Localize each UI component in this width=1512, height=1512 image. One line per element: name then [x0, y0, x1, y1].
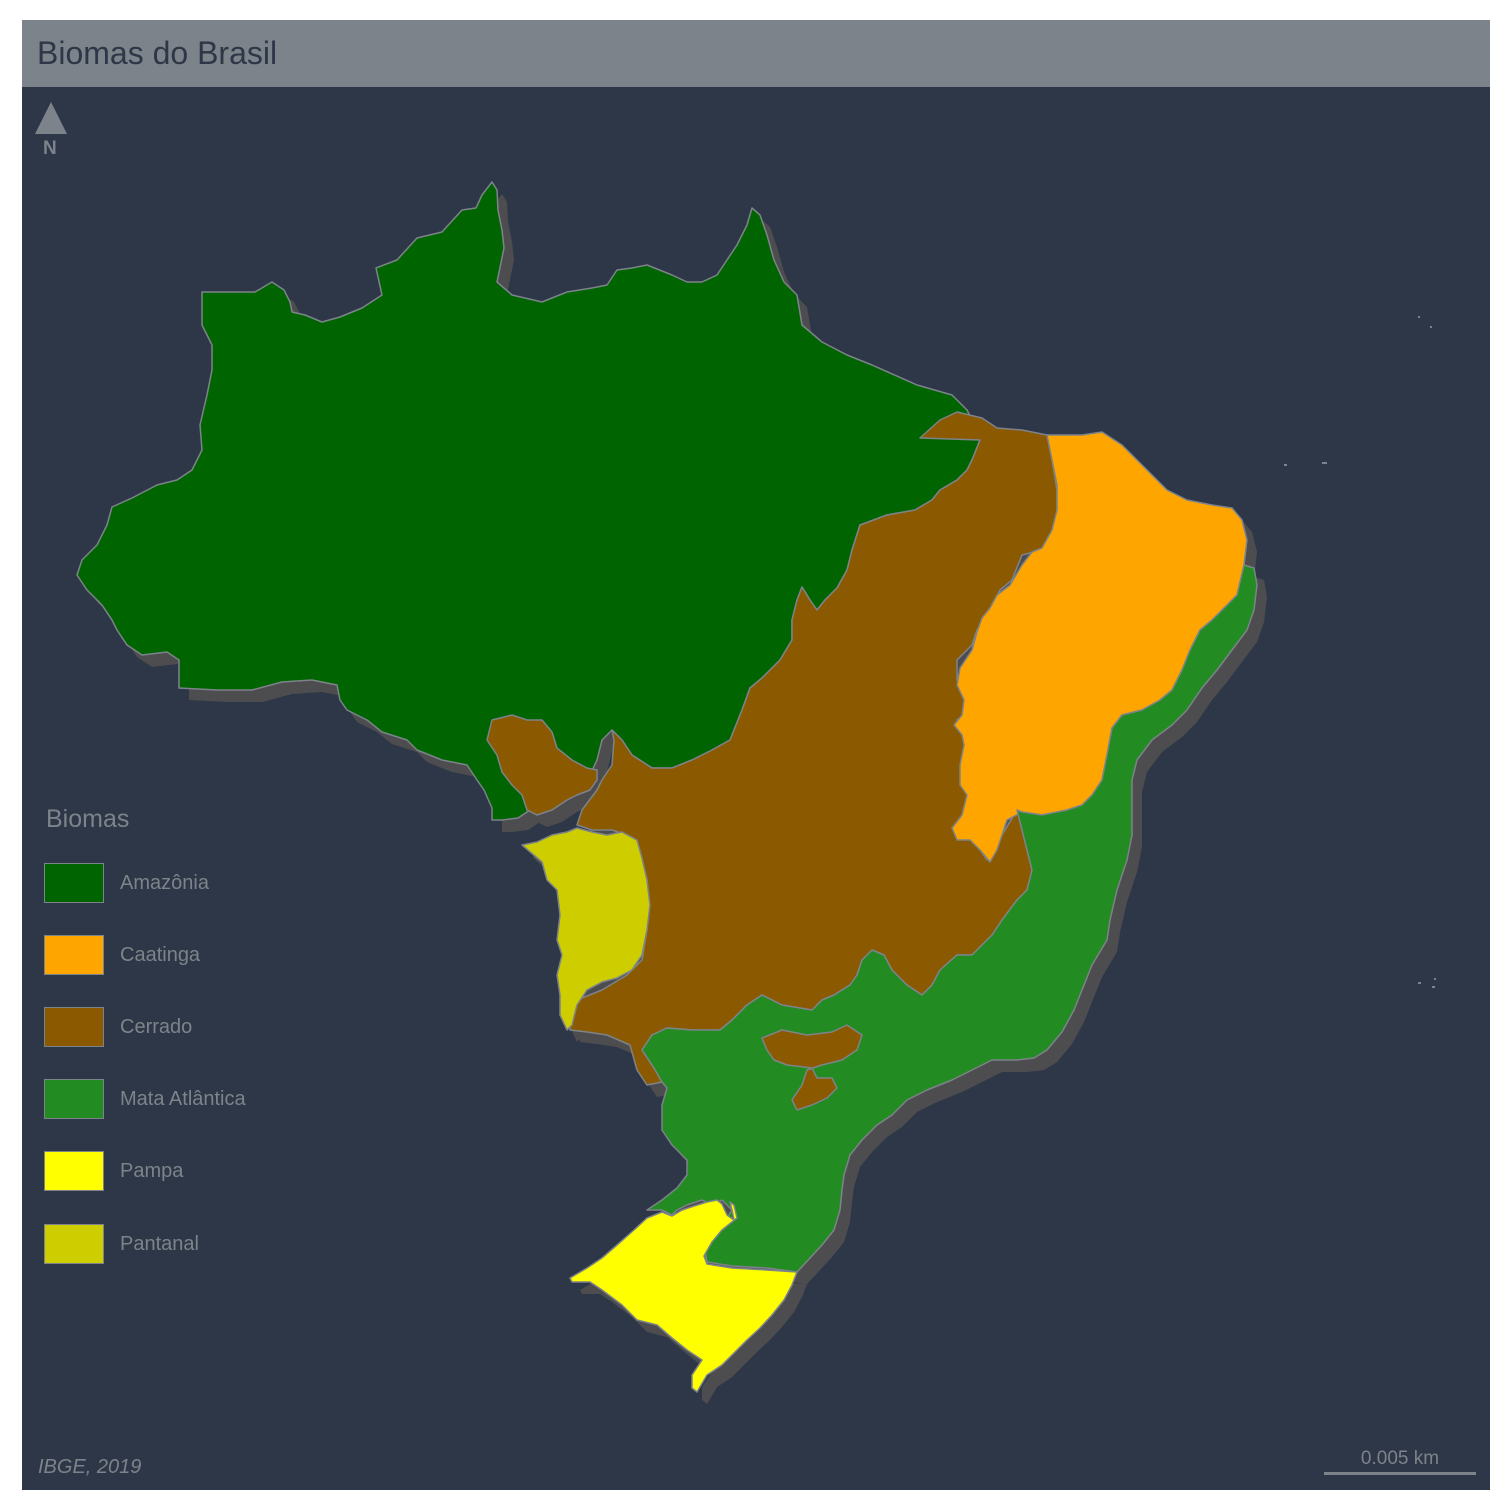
coastal-islands	[1284, 316, 1436, 988]
source-caption: IBGE, 2019	[38, 1456, 142, 1478]
legend-item-cerrado: Cerrado	[44, 1007, 344, 1049]
legend-swatch	[44, 1007, 104, 1047]
legend-item-pampa: Pampa	[44, 1151, 344, 1193]
scale-line	[1324, 1472, 1476, 1475]
legend-label: Pantanal	[120, 1233, 199, 1255]
pantanal-region	[521, 827, 651, 1031]
cerrado-enclave	[761, 1024, 863, 1111]
legend-label: Caatinga	[120, 944, 201, 966]
scale-label: 0.005 km	[1360, 1448, 1440, 1469]
legend-swatch	[44, 1079, 104, 1119]
map-title: Biomas do Brasil	[37, 35, 278, 71]
legend-swatch	[44, 935, 104, 975]
legend-swatch	[44, 1151, 104, 1191]
legend-item-amazonia: Amazônia	[44, 863, 344, 905]
legend-item-pantanal: Pantanal	[44, 1224, 344, 1266]
north-arrow-icon	[35, 102, 67, 134]
north-arrow: N	[34, 100, 74, 165]
legend-item-mata-atlantica: Mata Atlântica	[44, 1079, 344, 1121]
map-frame: Biomas do Brasil N Biomas Amazônia Caati…	[22, 20, 1490, 1490]
caatinga-region	[951, 431, 1248, 863]
scale-bar: 0.005 km	[1324, 1448, 1476, 1478]
north-label: N	[43, 138, 57, 159]
title-bar: Biomas do Brasil	[22, 20, 1490, 87]
legend-label: Amazônia	[120, 872, 209, 894]
legend-swatch	[44, 1224, 104, 1264]
brazil-biome-map	[76, 181, 1436, 1393]
pampa-region	[569, 1199, 798, 1393]
legend-item-caatinga: Caatinga	[44, 935, 344, 977]
legend-swatch	[44, 863, 104, 903]
legend-title: Biomas	[46, 805, 130, 833]
legend-label: Mata Atlântica	[120, 1088, 246, 1110]
legend-label: Cerrado	[120, 1016, 193, 1038]
legend-label: Pampa	[120, 1160, 184, 1182]
